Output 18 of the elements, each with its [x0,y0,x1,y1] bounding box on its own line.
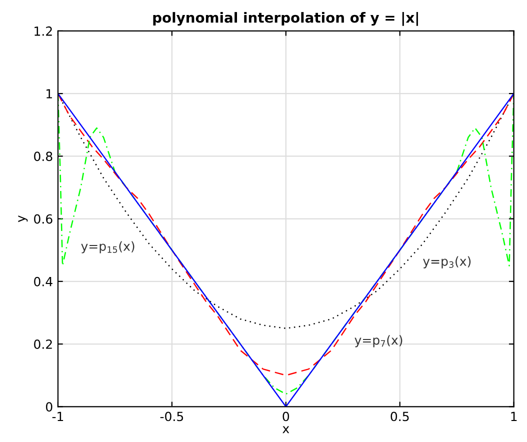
x-tick-label: -0.5 [160,412,184,422]
y-tick-label: 0.8 [34,152,52,162]
x-axis-title: x [282,426,290,434]
annotation: y=p$_{3}$(x) [423,256,471,268]
y-axis-title: y [18,215,28,222]
chart-title: polynomial interpolation of y = |x| [153,12,418,26]
y-tick-label: 0.4 [34,276,52,286]
x-tick-label: 0 [282,412,290,422]
x-tick-label: 1 [511,412,517,421]
x-tick-label: 0.5 [390,412,409,422]
annotation: y=p$_{15}$(x) [81,241,134,254]
y-tick-label: 0.6 [34,214,52,224]
x-tick-label: -1 [52,412,64,421]
annotation: y=p$_{7}$(x) [354,335,402,348]
y-tick-label: 1 [46,89,52,98]
y-tick-label: 0.2 [34,339,52,349]
y-tick-label: 1.2 [34,26,52,36]
y-tick-label: 0 [46,402,52,412]
